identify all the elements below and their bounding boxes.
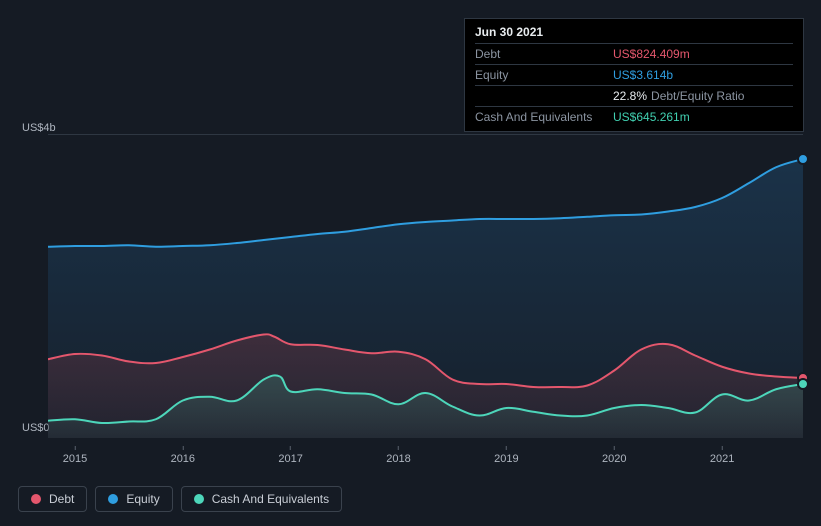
x-tick: 2021	[710, 446, 734, 465]
x-tick: 2020	[602, 446, 626, 465]
y-axis-label-max: US$4b	[22, 122, 56, 134]
x-tick: 2018	[386, 446, 410, 465]
legend-item-equity[interactable]: Equity	[95, 486, 172, 512]
tooltip-label: Equity	[475, 65, 613, 86]
endcap-cash	[797, 378, 809, 390]
tooltip-label: Cash And Equivalents	[475, 107, 613, 128]
y-axis-label-min: US$0	[22, 422, 50, 434]
tooltip-value: 22.8%Debt/Equity Ratio	[613, 86, 793, 107]
legend: Debt Equity Cash And Equivalents	[18, 486, 342, 512]
x-tick: 2016	[171, 446, 195, 465]
legend-label: Equity	[126, 492, 159, 506]
endcap-equity	[797, 153, 809, 165]
tooltip-panel: Jun 30 2021 DebtUS$824.409m EquityUS$3.6…	[464, 18, 804, 132]
tooltip-label	[475, 86, 613, 107]
tooltip-date: Jun 30 2021	[475, 25, 793, 43]
legend-label: Cash And Equivalents	[212, 492, 329, 506]
legend-swatch-cash	[194, 494, 204, 504]
x-tick: 2019	[494, 446, 518, 465]
legend-item-debt[interactable]: Debt	[18, 486, 87, 512]
legend-swatch-equity	[108, 494, 118, 504]
tooltip-value: US$3.614b	[613, 65, 793, 86]
legend-item-cash[interactable]: Cash And Equivalents	[181, 486, 342, 512]
legend-swatch-debt	[31, 494, 41, 504]
legend-label: Debt	[49, 492, 74, 506]
chart-plot-area[interactable]	[48, 138, 803, 438]
tooltip-value: US$645.261m	[613, 107, 793, 128]
tooltip-row-ratio: 22.8%Debt/Equity Ratio	[475, 86, 793, 107]
tooltip-row-debt: DebtUS$824.409m	[475, 44, 793, 65]
tooltip-label: Debt	[475, 44, 613, 65]
tooltip-row-cash: Cash And EquivalentsUS$645.261m	[475, 107, 793, 128]
chart-svg	[48, 138, 803, 438]
x-axis: 2015 2016 2017 2018 2019 2020 2021	[48, 446, 803, 466]
x-tick: 2015	[63, 446, 87, 465]
tooltip-value: US$824.409m	[613, 44, 793, 65]
tooltip-table: DebtUS$824.409m EquityUS$3.614b 22.8%Deb…	[475, 43, 793, 127]
tooltip-row-equity: EquityUS$3.614b	[475, 65, 793, 86]
x-tick: 2017	[278, 446, 302, 465]
gridline-top	[48, 134, 803, 135]
